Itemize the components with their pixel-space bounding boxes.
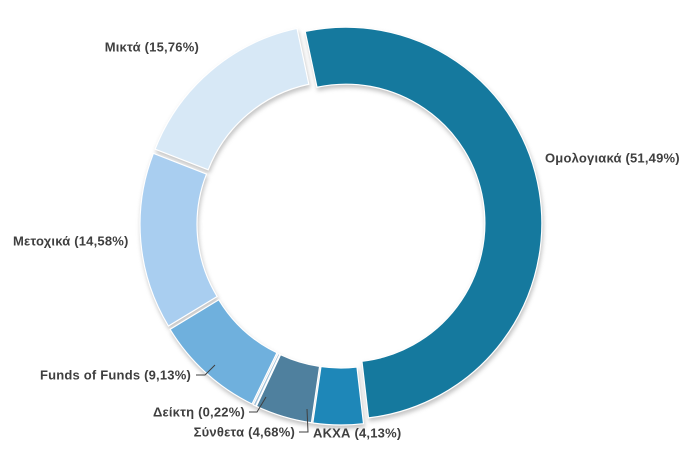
slice-label-metochika: Μετοχικά (14,58%)	[13, 233, 129, 249]
leader-lines-group	[196, 364, 309, 433]
slice-label-funds-of-funds: Funds of Funds (9,13%)	[39, 367, 191, 383]
donut-slice-mikta	[154, 27, 310, 171]
slice-label-akcha: ΑΚΧΑ (4,13%)	[313, 425, 402, 441]
leader-line-deikti	[249, 396, 267, 413]
slice-label-omologiaka: Ομολογιακά (51,49%)	[545, 150, 680, 166]
donut-slice-funds-of-funds	[169, 298, 278, 405]
slice-label-deikti: Δείκτη (0,22%)	[152, 404, 245, 420]
donut-slice-akcha	[312, 365, 365, 426]
slice-label-mikta: Μικτά (15,76%)	[104, 39, 199, 55]
donut-slice-metochika	[139, 152, 218, 327]
slice-label-syntheta: Σύνθετα (4,68%)	[193, 424, 295, 440]
donut-slice-deikti	[252, 352, 281, 407]
donut-slice-omologiaka	[304, 26, 543, 419]
leader-line-syntheta	[299, 408, 309, 433]
donut-slices-group	[139, 26, 543, 426]
donut-slice-syntheta	[255, 353, 321, 424]
leader-line-funds-of-funds	[196, 364, 216, 376]
